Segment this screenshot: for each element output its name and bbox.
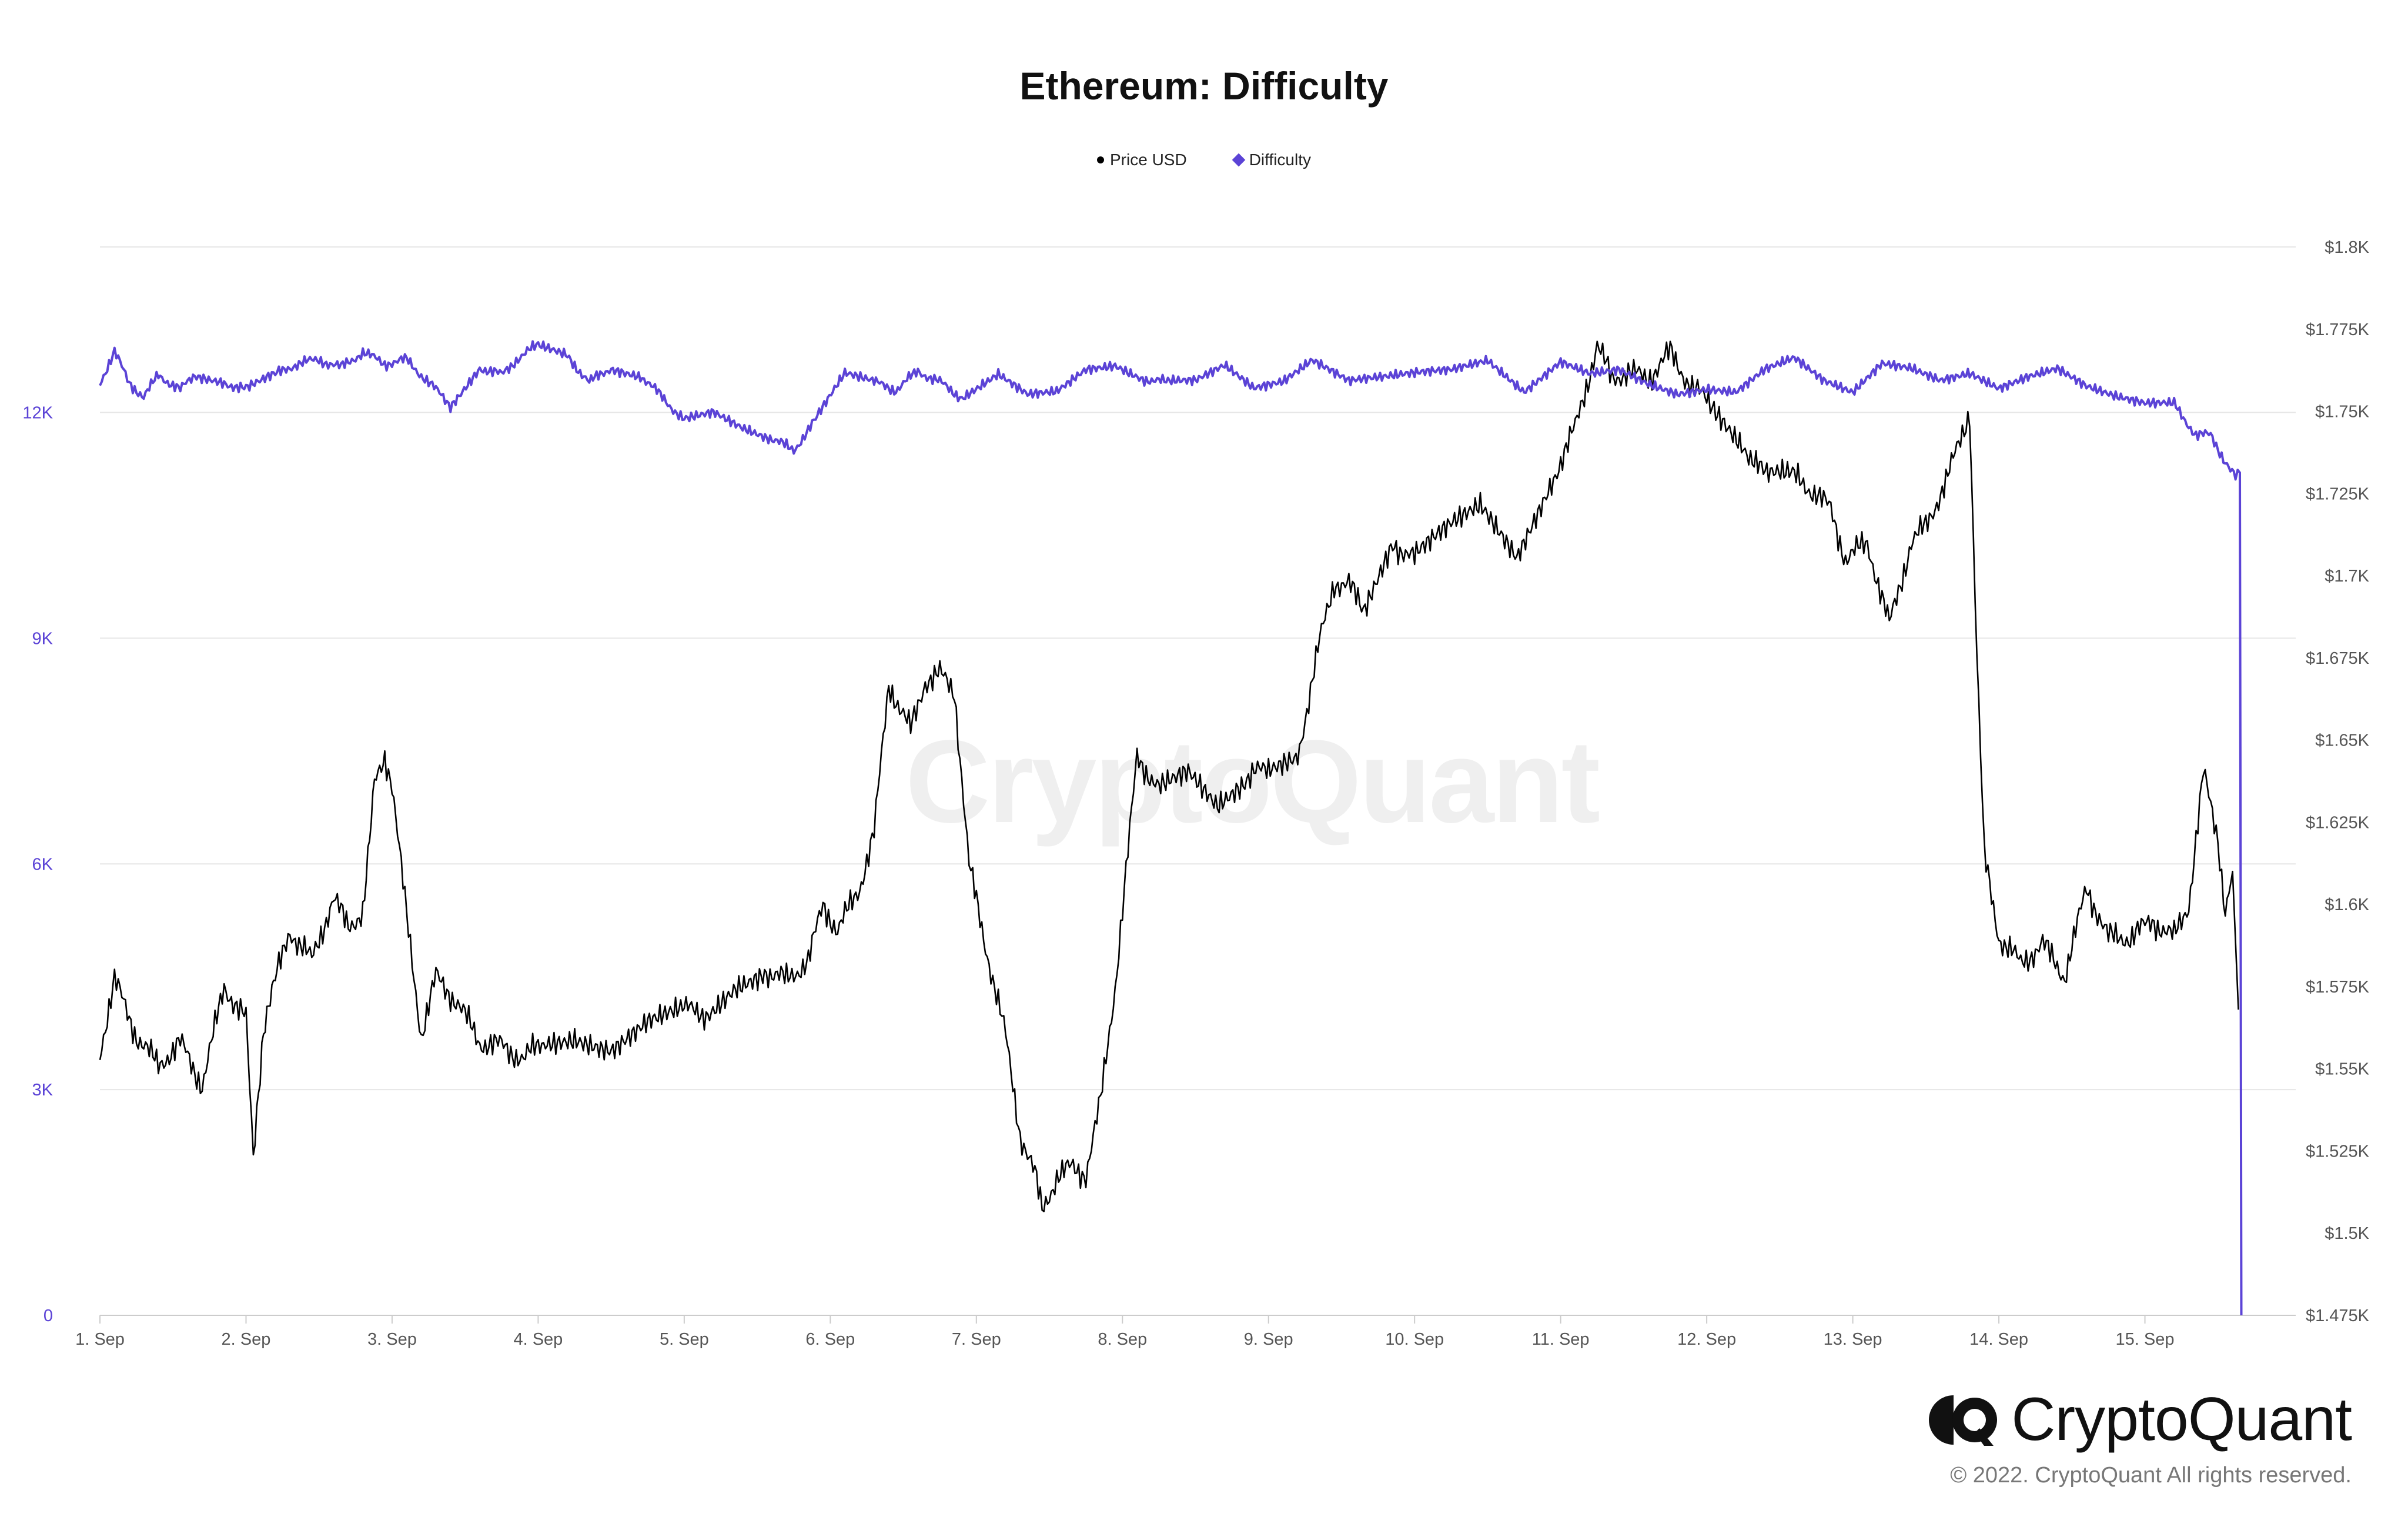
x-tick-label: 3. Sep: [367, 1330, 417, 1349]
left-tick-label: 6K: [32, 855, 53, 874]
left-axis-ticks: 0 3K 6K 9K 12K: [22, 404, 53, 1325]
cryptoquant-logo-icon: [1929, 1395, 1998, 1446]
x-tick-label: 1. Sep: [75, 1330, 125, 1349]
legend-item-difficulty[interactable]: Difficulty: [1232, 151, 1311, 169]
x-tick-label: 5. Sep: [660, 1330, 709, 1349]
x-tick-label: 6. Sep: [805, 1330, 855, 1349]
x-tick-label: 4. Sep: [513, 1330, 563, 1349]
x-tick-label: 13. Sep: [1824, 1330, 1882, 1349]
right-tick-label: $1.55K: [2315, 1060, 2370, 1079]
right-tick-label: $1.575K: [2306, 978, 2370, 997]
legend: Price USD Difficulty: [0, 151, 2408, 169]
x-tick-label: 14. Sep: [1969, 1330, 2028, 1349]
right-tick-label: $1.75K: [2315, 403, 2370, 422]
brand-name: CryptoQuant: [2011, 1385, 2352, 1453]
right-tick-label: $1.8K: [2325, 238, 2369, 257]
right-tick-label: $1.6K: [2325, 896, 2369, 914]
legend-item-price-usd[interactable]: Price USD: [1097, 151, 1187, 169]
x-axis-ticks: 1. Sep 2. Sep 3. Sep 4. Sep 5. Sep 6. Sep 7. S…: [75, 1315, 2175, 1349]
left-tick-label: 0: [44, 1307, 53, 1325]
right-tick-label: $1.625K: [2306, 813, 2370, 832]
diamond-marker-icon: [1232, 153, 1246, 167]
right-tick-label: $1.675K: [2306, 649, 2370, 668]
x-tick-label: 11. Sep: [1532, 1330, 1590, 1349]
x-tick-label: 9. Sep: [1244, 1330, 1293, 1349]
left-tick-label: 3K: [32, 1081, 53, 1100]
left-tick-label: 9K: [32, 629, 53, 648]
legend-label-price-usd: Price USD: [1110, 151, 1187, 169]
x-tick-label: 10. Sep: [1385, 1330, 1444, 1349]
x-tick-label: 15. Sep: [2116, 1330, 2175, 1349]
price-usd-line: [99, 340, 2239, 1212]
left-tick-label: 12K: [22, 404, 53, 423]
x-tick-label: 2. Sep: [222, 1330, 271, 1349]
brand-logo: CryptoQuant: [1925, 1385, 2352, 1455]
legend-label-difficulty: Difficulty: [1249, 151, 1311, 169]
watermark: CryptoQuant: [905, 716, 1600, 847]
copyright-text: © 2022. CryptoQuant All rights reserved.: [1950, 1463, 2352, 1488]
x-tick-label: 12. Sep: [1677, 1330, 1736, 1349]
right-tick-label: $1.65K: [2315, 731, 2370, 750]
x-tick-label: 7. Sep: [952, 1330, 1001, 1349]
series-lines: [99, 340, 2243, 1316]
grid-lines: [100, 246, 2296, 1316]
chart-title: Ethereum: Difficulty: [1019, 64, 1389, 108]
x-tick-label: 8. Sep: [1098, 1330, 1147, 1349]
right-tick-label: $1.775K: [2306, 320, 2370, 339]
right-axis-ticks: $1.475K $1.5K $1.525K $1.55K $1.575K $1.6K $1.…: [2306, 238, 2370, 1325]
right-tick-label: $1.7K: [2325, 567, 2369, 586]
right-tick-label: $1.525K: [2306, 1142, 2370, 1161]
right-tick-label: $1.725K: [2306, 484, 2370, 503]
difficulty-line: [99, 340, 2243, 1316]
right-tick-label: $1.5K: [2325, 1224, 2369, 1243]
circle-marker-icon: [1097, 156, 1104, 163]
right-tick-label: $1.475K: [2306, 1307, 2370, 1325]
